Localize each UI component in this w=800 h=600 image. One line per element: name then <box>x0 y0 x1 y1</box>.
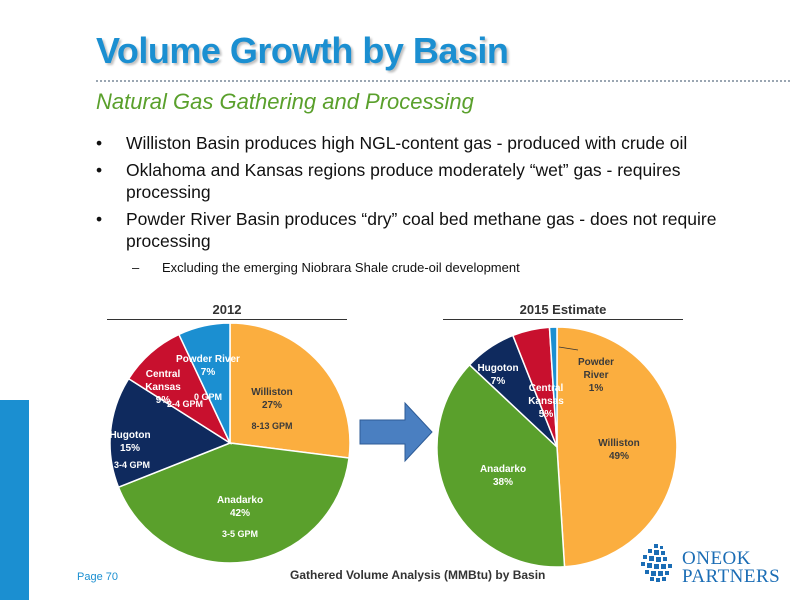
pie-note-hugoton: 3-4 GPM <box>114 460 150 470</box>
sub-bullet-marker: – <box>132 260 140 275</box>
pie-note-central-kansas: 2-4 GPM <box>167 399 203 409</box>
left-accent-bar <box>0 400 29 600</box>
pie-slice-hugoton <box>109 377 232 489</box>
pie-chart-2012: Williston 27% 8-13 GPM Anadarko 42% 3-5 GPM Hu… <box>109 322 351 564</box>
logo-text-oneok: ONEOK <box>682 548 751 569</box>
pie-slice-anadarko <box>117 442 350 564</box>
pie-label-hugoton: Hugoton 7% <box>477 363 518 387</box>
pie-label-powder-river: Powder River 1% <box>578 357 614 394</box>
slide-subtitle: Natural Gas Gathering and Processing <box>96 89 474 114</box>
powder-river-leader-line <box>558 346 579 351</box>
pie-note-anadarko: 3-5 GPM <box>222 529 258 539</box>
pie-label-anadarko: Anadarko 38% <box>480 464 526 488</box>
pie-chart-2015: Williston 49% Anadarko 38% Hugoton 7% Central K… <box>436 326 678 568</box>
oneok-grid-logo-icon <box>641 544 672 582</box>
right-arrow-icon <box>359 401 433 463</box>
bullet-item: • Oklahoma and Kansas regions produce mo… <box>96 159 756 203</box>
pie-label-central-kansas: Central Kansas 5% <box>528 383 564 420</box>
sub-bullet-text: Excluding the emerging Niobrara Shale cr… <box>162 260 520 275</box>
pie-slice-powder-river <box>548 326 558 448</box>
bullet-marker: • <box>96 209 103 229</box>
pie-slice-williston <box>556 326 678 568</box>
bullet-text: Oklahoma and Kansas regions produce mode… <box>126 160 681 202</box>
chart-title-2012: 2012 <box>212 302 242 317</box>
chart-title-rule-2012 <box>107 319 347 320</box>
company-logo: ONEOK PARTNERS <box>640 544 790 588</box>
pie-slice-powder-river <box>177 322 231 444</box>
sub-bullet-item: – Excluding the emerging Niobrara Shale … <box>96 260 756 276</box>
bullet-list: • Williston Basin produces high NGL-cont… <box>96 132 756 276</box>
pie-note-williston: 8-13 GPM <box>251 421 292 431</box>
chart-caption: Gathered Volume Analysis (MMBtu) by Basi… <box>290 568 546 582</box>
pie-slice-anadarko <box>436 363 566 568</box>
pie-label-powder-river: Powder River 7% <box>176 354 240 378</box>
slide-title: Volume Growth by Basin <box>96 30 509 71</box>
title-divider <box>96 80 790 82</box>
logo-text-partners: PARTNERS <box>682 566 781 587</box>
chart-title-2015: 2015 Estimate <box>519 302 607 317</box>
bullet-text: Williston Basin produces high NGL-conten… <box>126 133 688 153</box>
pie-label-williston: Williston 49% <box>598 438 640 462</box>
chart-title-rule-2015 <box>443 319 683 320</box>
pie-slice-williston <box>229 322 351 459</box>
pie-label-hugoton: Hugoton 15% <box>109 430 150 454</box>
pie-note-powder-river: 0 GPM <box>194 392 222 402</box>
pie-label-williston: Williston 27% <box>251 387 293 411</box>
bullet-marker: • <box>96 133 103 153</box>
bullet-marker: • <box>96 160 103 180</box>
page-number: Page 70 <box>77 571 118 583</box>
bullet-item: • Williston Basin produces high NGL-cont… <box>96 132 756 154</box>
pie-label-anadarko: Anadarko 42% <box>217 495 263 519</box>
bullet-text: Powder River Basin produces “dry” coal b… <box>126 209 717 251</box>
pie-label-central-kansas: Central Kansas 9% <box>145 369 181 406</box>
bullet-item: • Powder River Basin produces “dry” coal… <box>96 208 756 252</box>
